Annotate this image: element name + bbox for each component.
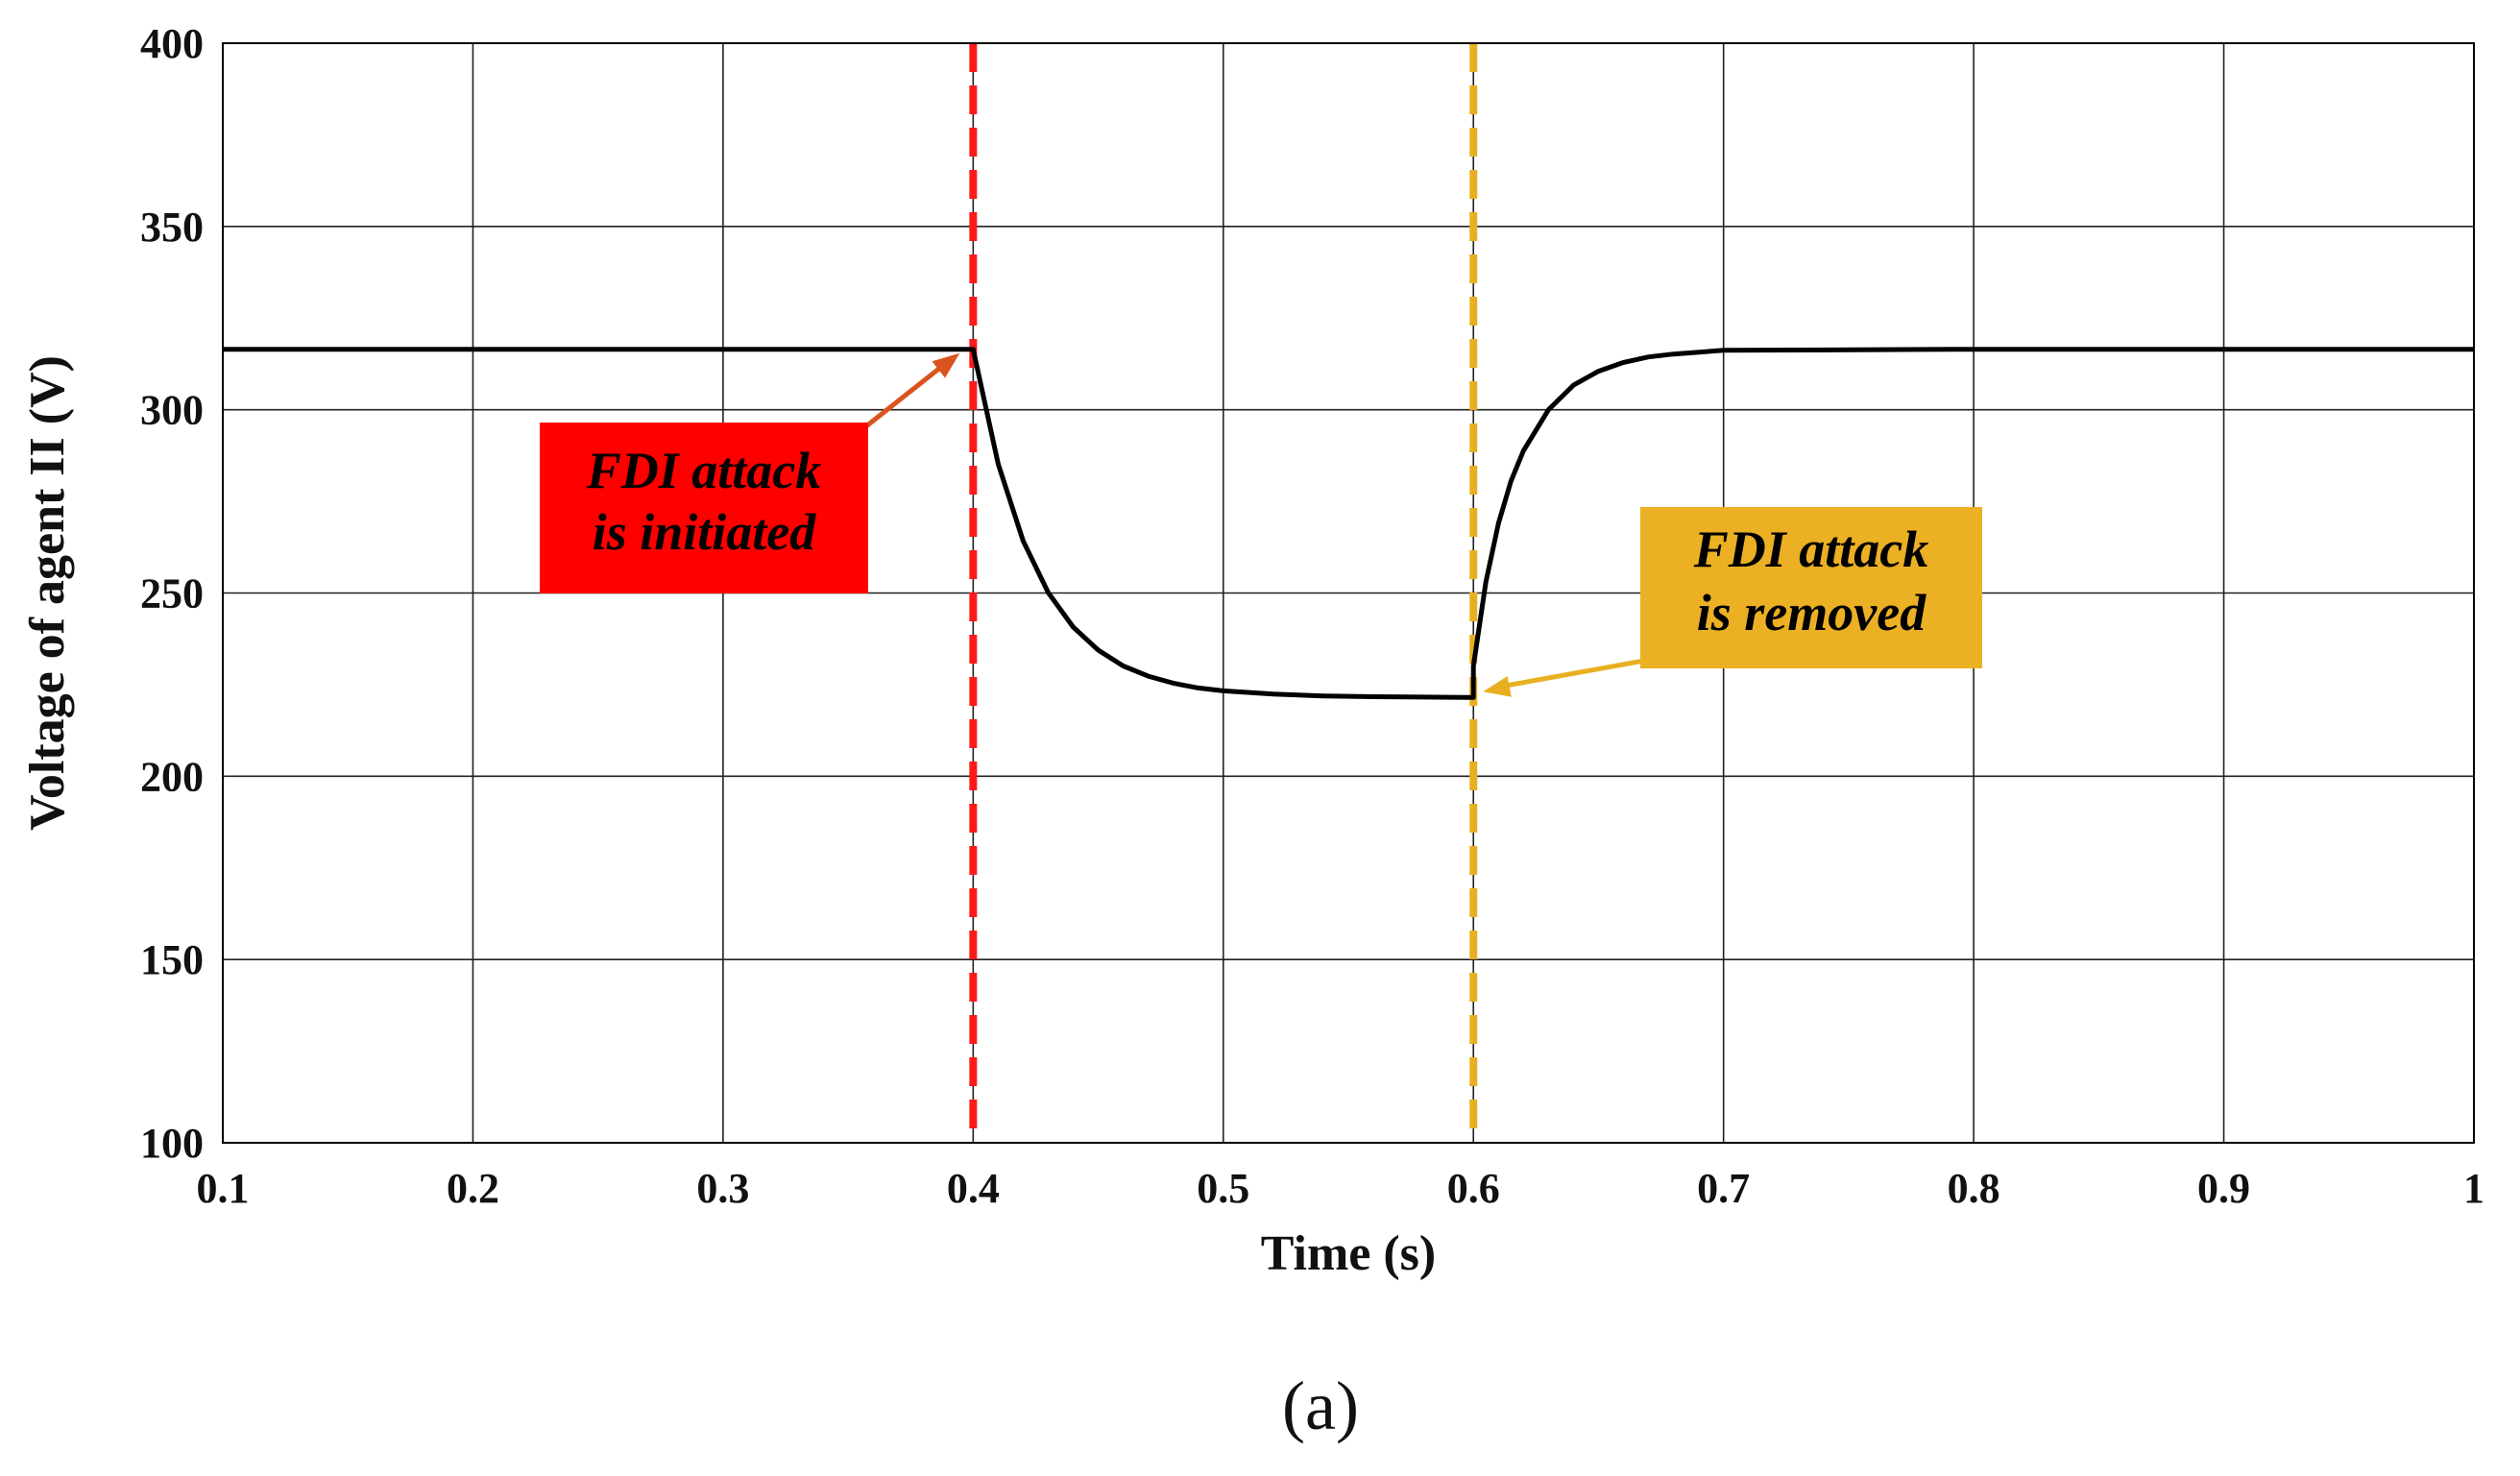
arrowhead-removed <box>1483 676 1512 697</box>
x-tick-label: 0.7 <box>1697 1165 1750 1212</box>
panel-label: (a) <box>1282 1367 1359 1444</box>
y-tick-label: 200 <box>140 753 204 800</box>
x-tick-label: 0.3 <box>696 1165 749 1212</box>
tick-labels: 0.1 0.2 0.3 0.4 0.5 0.6 0.7 0.8 0.9 1 100 150 200 250… <box>140 20 2484 1212</box>
event-lines <box>969 43 1478 1143</box>
plot-frame <box>222 42 2475 1144</box>
y-axis-label: Voltage of agent II (V) <box>20 355 75 831</box>
y-tick-label: 400 <box>140 20 204 67</box>
annotation-attack-initiated: FDI attack is initiated <box>540 352 960 593</box>
y-tick-label: 300 <box>140 387 204 434</box>
x-tick-label: 0.5 <box>1197 1165 1249 1212</box>
annotation-text-line: FDI attack <box>586 442 822 499</box>
x-tick-label: 0.2 <box>447 1165 499 1212</box>
x-tick-label: 0.9 <box>2197 1165 2250 1212</box>
voltage-series-line <box>223 347 2474 700</box>
x-tick-label: 0.4 <box>947 1165 1000 1212</box>
y-tick-label: 100 <box>140 1120 204 1167</box>
y-tick-label: 150 <box>140 936 204 983</box>
x-axis-label: Time (s) <box>1261 1226 1436 1281</box>
annotation-text-line: is removed <box>1697 584 1926 641</box>
x-tick-label: 0.6 <box>1447 1165 1500 1212</box>
y-tick-label: 250 <box>140 570 204 617</box>
x-tick-label: 0.1 <box>197 1165 250 1212</box>
x-tick-label: 0.8 <box>1948 1165 2000 1212</box>
arrowhead-initiated <box>932 352 960 378</box>
annotation-text-line: FDI attack <box>1693 520 1929 578</box>
y-tick-label: 350 <box>140 204 204 251</box>
annotation-text-line: is initiated <box>593 503 817 561</box>
annotation-box-initiated <box>540 423 868 593</box>
x-tick-label: 1 <box>2463 1165 2484 1212</box>
annotation-arrow-removed <box>1503 658 1645 689</box>
series-layer <box>223 347 2474 700</box>
annotation-attack-removed: FDI attack is removed <box>1483 507 1982 697</box>
annotation-arrow-initiated <box>860 365 942 431</box>
annotation-box-removed <box>1640 507 1982 668</box>
